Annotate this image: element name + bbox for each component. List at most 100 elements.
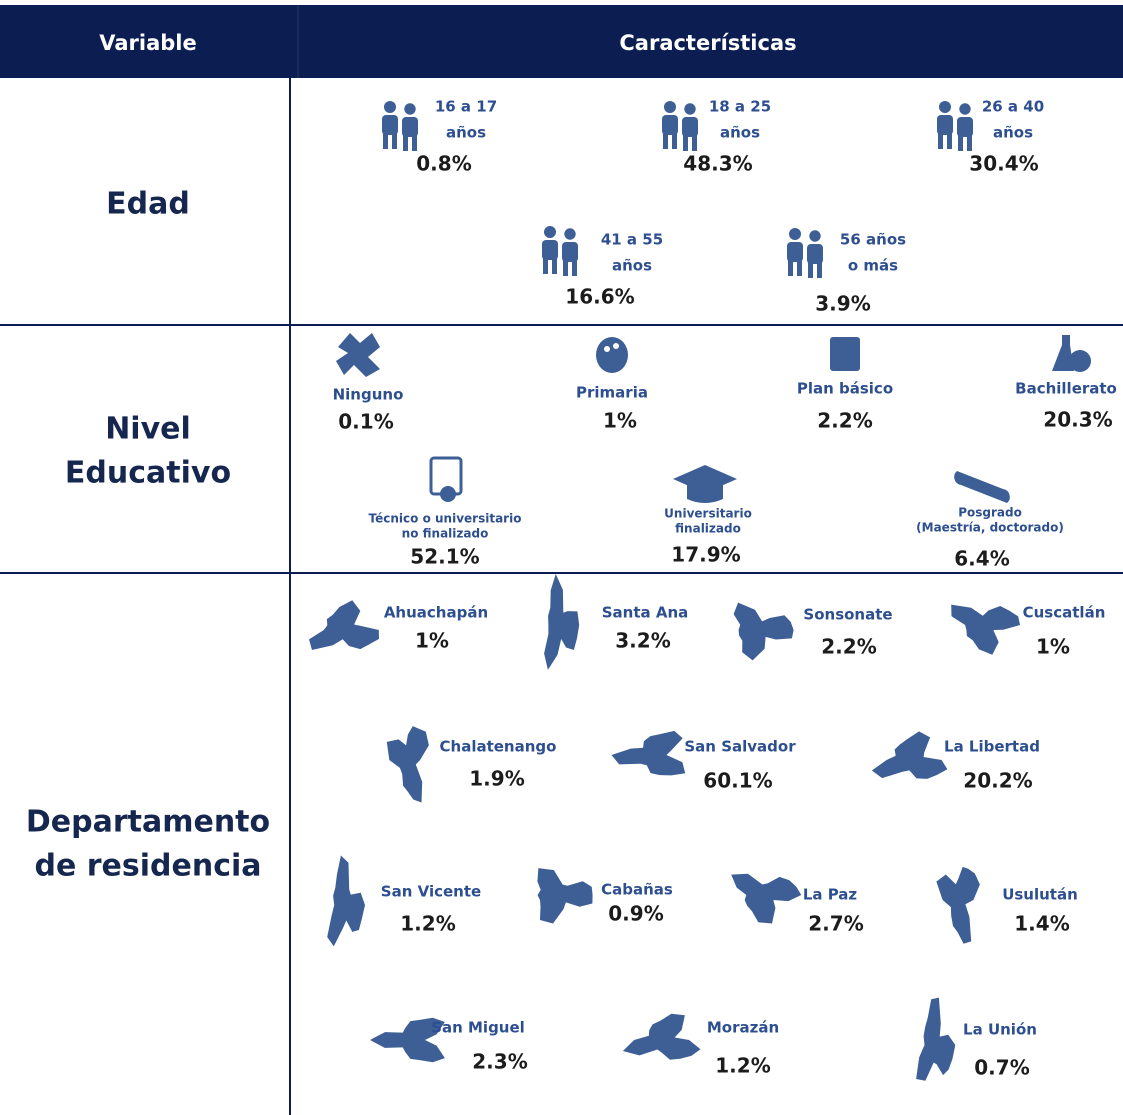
item-value: 1% bbox=[603, 409, 637, 433]
row-label: de residencia bbox=[34, 849, 261, 884]
icon-part bbox=[954, 471, 1010, 503]
department-shape bbox=[936, 866, 980, 944]
icon-part bbox=[808, 262, 813, 278]
item-label: Técnico o universitario bbox=[369, 512, 522, 526]
row-label: Edad bbox=[106, 187, 190, 222]
item-label: San Miguel bbox=[431, 1019, 525, 1037]
icon-part bbox=[683, 135, 688, 151]
row-label: Educativo bbox=[65, 456, 231, 491]
icon-part bbox=[957, 117, 973, 137]
header-bar bbox=[0, 5, 1123, 78]
icon-part bbox=[596, 337, 628, 373]
icon-part bbox=[544, 226, 556, 238]
item-value: 1.2% bbox=[400, 912, 455, 936]
icon-part bbox=[403, 135, 408, 151]
icon-part bbox=[938, 133, 943, 149]
item-label: Universitario bbox=[664, 507, 752, 521]
item-value: 2.7% bbox=[808, 912, 863, 936]
item-value: 20.2% bbox=[963, 769, 1032, 793]
item-label: Ahuachapán bbox=[384, 604, 488, 622]
icon-part bbox=[552, 258, 557, 274]
item-label: 56 años bbox=[840, 231, 906, 249]
icon-part bbox=[1052, 335, 1074, 371]
row-label: Nivel bbox=[105, 412, 191, 447]
icon-part bbox=[809, 230, 821, 242]
icon-part bbox=[788, 260, 793, 276]
department-shape bbox=[537, 868, 593, 924]
item-label: años bbox=[612, 257, 652, 275]
item-label: 16 a 17 bbox=[435, 98, 497, 116]
item-label: años bbox=[720, 124, 760, 142]
item-label: La Paz bbox=[803, 886, 858, 904]
icon-part bbox=[807, 244, 823, 264]
icon-people bbox=[662, 101, 698, 151]
icon-part bbox=[404, 103, 416, 115]
icon-part bbox=[336, 333, 380, 377]
item-label: 26 a 40 bbox=[982, 98, 1044, 116]
item-label: Plan básico bbox=[797, 380, 893, 398]
icon-education bbox=[596, 337, 628, 373]
item-label: Bachillerato bbox=[1015, 380, 1117, 398]
item-label: años bbox=[993, 124, 1033, 142]
department-shape bbox=[327, 855, 365, 947]
item-label: Posgrado bbox=[958, 506, 1022, 520]
icon-part bbox=[543, 258, 548, 274]
icon-part bbox=[664, 101, 676, 113]
item-value: 48.3% bbox=[683, 152, 752, 176]
icon-part bbox=[787, 242, 803, 262]
icon-part bbox=[958, 135, 963, 151]
department-shape bbox=[370, 1017, 445, 1063]
item-label: Morazán bbox=[707, 1019, 779, 1037]
department-shape bbox=[731, 873, 802, 924]
item-value: 16.6% bbox=[565, 285, 634, 309]
item-value: 1.4% bbox=[1014, 912, 1069, 936]
item-label: 41 a 55 bbox=[601, 231, 663, 249]
icon-education bbox=[673, 465, 737, 503]
item-value: 0.1% bbox=[338, 410, 393, 434]
icon-part bbox=[939, 101, 951, 113]
icon-people bbox=[937, 101, 973, 151]
icon-part bbox=[402, 117, 418, 137]
item-label: 18 a 25 bbox=[709, 98, 771, 116]
item-label: años bbox=[446, 124, 486, 142]
department-shape bbox=[611, 730, 686, 776]
department-shape bbox=[871, 731, 948, 779]
icon-part bbox=[947, 133, 952, 149]
item-value: 3.2% bbox=[615, 629, 670, 653]
department-shape bbox=[309, 600, 379, 650]
icon-part bbox=[830, 337, 860, 371]
department-shape bbox=[544, 574, 580, 670]
item-value: 30.4% bbox=[969, 152, 1038, 176]
item-label: Chalatenango bbox=[440, 738, 557, 756]
item-label: Santa Ana bbox=[602, 604, 689, 622]
icon-part bbox=[959, 103, 971, 115]
icon-part bbox=[383, 133, 388, 149]
icon-part bbox=[672, 133, 677, 149]
icon-part bbox=[542, 240, 558, 260]
item-value: 0.8% bbox=[416, 152, 471, 176]
department-shape bbox=[386, 726, 429, 803]
icon-part bbox=[967, 135, 972, 151]
icon-part bbox=[562, 242, 578, 262]
item-value: 1.9% bbox=[469, 767, 524, 791]
icon-people bbox=[382, 101, 418, 151]
item-label: Primaria bbox=[576, 384, 648, 402]
icon-education bbox=[429, 456, 463, 502]
icon-part bbox=[412, 135, 417, 151]
department-shape bbox=[622, 1013, 701, 1060]
item-label: finalizado bbox=[675, 522, 741, 536]
item-label: o más bbox=[848, 257, 898, 275]
icon-people bbox=[787, 228, 823, 278]
item-value: 0.7% bbox=[974, 1056, 1029, 1080]
icon-part bbox=[684, 103, 696, 115]
item-label: Cabañas bbox=[601, 881, 673, 899]
item-label: (Maestría, doctorado) bbox=[916, 521, 1064, 535]
item-label: San Salvador bbox=[684, 738, 796, 756]
icon-part bbox=[817, 262, 822, 278]
item-value: 20.3% bbox=[1043, 408, 1112, 432]
icon-part bbox=[937, 115, 953, 135]
icon-part bbox=[604, 346, 610, 352]
icon-part bbox=[384, 101, 396, 113]
icon-part bbox=[662, 115, 678, 135]
